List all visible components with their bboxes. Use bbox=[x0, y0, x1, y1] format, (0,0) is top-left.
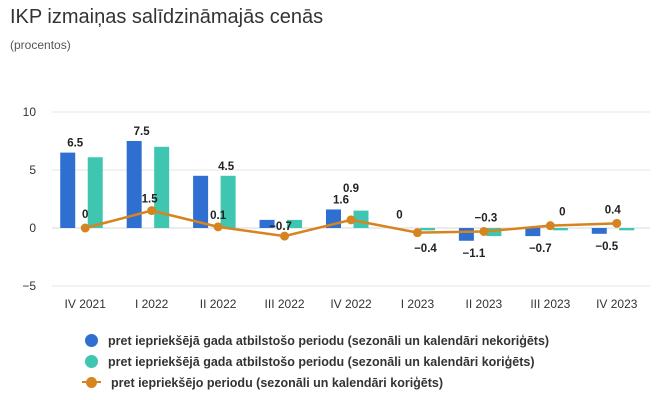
chart-title: IKP izmaiņas salīdzināmajās cenās bbox=[10, 6, 324, 28]
chart-subtitle: (procentos) bbox=[10, 38, 71, 52]
x-tick-label: III 2023 bbox=[530, 297, 570, 311]
chart-plot: 10 5 0 −5 IV 2021 I 2022 II 2022 III 2022 IV 202… bbox=[22, 105, 650, 311]
chart-legend: pret iepriekšējā gada atbilstošo periodu… bbox=[82, 330, 549, 393]
bar bbox=[126, 141, 142, 228]
data-label: −0.4 bbox=[414, 243, 437, 255]
bar bbox=[525, 228, 541, 237]
data-label: −0.5 bbox=[595, 241, 618, 253]
bar bbox=[287, 219, 303, 228]
data-label: 0 bbox=[396, 210, 402, 222]
line-point bbox=[346, 215, 356, 225]
x-tick-label: I 2023 bbox=[401, 297, 435, 311]
bar bbox=[154, 146, 170, 228]
line-point bbox=[280, 231, 290, 241]
data-label: 7.5 bbox=[134, 126, 151, 138]
data-label: −1.1 bbox=[463, 248, 486, 260]
data-label: −0.3 bbox=[475, 212, 498, 224]
legend-label: pret iepriekšējā gada atbilstošo periodu… bbox=[108, 333, 550, 348]
x-tick-label: III 2022 bbox=[265, 297, 305, 311]
data-label: −0.7 bbox=[529, 243, 552, 255]
legend-item-korigets[interactable]: pret iepriekšējā gada atbilstošo periodu… bbox=[82, 351, 549, 372]
data-label: 1.5 bbox=[142, 194, 159, 206]
x-tick-label: IV 2023 bbox=[596, 297, 638, 311]
bar bbox=[353, 210, 369, 228]
legend-marker-blue bbox=[85, 334, 98, 347]
line-point bbox=[80, 223, 90, 233]
bar bbox=[552, 228, 568, 231]
data-label: −0.7 bbox=[269, 221, 292, 233]
x-tick-label: II 2022 bbox=[200, 297, 237, 311]
data-label: 0.1 bbox=[210, 210, 227, 222]
x-tick-label: I 2022 bbox=[135, 297, 169, 311]
line-point bbox=[412, 228, 422, 238]
y-tick-label: 5 bbox=[29, 163, 36, 177]
legend-marker-line bbox=[82, 376, 101, 389]
bar bbox=[259, 219, 275, 228]
y-tick-label: 10 bbox=[23, 105, 37, 119]
line-point bbox=[479, 226, 489, 236]
x-tick-label: IV 2022 bbox=[330, 297, 372, 311]
data-label: 0.9 bbox=[343, 183, 359, 195]
bar bbox=[591, 228, 607, 234]
bar bbox=[87, 157, 103, 228]
bar bbox=[60, 152, 76, 228]
line-point bbox=[612, 218, 622, 228]
data-label: 0.4 bbox=[605, 204, 622, 216]
line-point bbox=[147, 206, 157, 216]
bar bbox=[193, 175, 209, 228]
legend-label: pret iepriekšējā gada atbilstošo periodu… bbox=[108, 354, 535, 369]
y-tick-label: 0 bbox=[29, 221, 36, 235]
legend-item-nekorigets[interactable]: pret iepriekšējā gada atbilstošo periodu… bbox=[82, 330, 549, 351]
bar bbox=[220, 175, 236, 228]
x-tick-label: II 2023 bbox=[466, 297, 503, 311]
line-point bbox=[213, 222, 223, 232]
x-tick-label: IV 2021 bbox=[65, 297, 107, 311]
bar bbox=[619, 228, 635, 231]
legend-marker-teal bbox=[85, 355, 98, 368]
line-point bbox=[545, 221, 555, 231]
bar bbox=[419, 228, 435, 231]
y-tick-label: −5 bbox=[22, 279, 36, 293]
bar bbox=[486, 228, 502, 237]
data-label: 4.5 bbox=[218, 161, 235, 173]
data-label: 1.6 bbox=[333, 194, 349, 206]
legend-label: pret iepriekšējo periodu (sezonāli un ka… bbox=[111, 375, 444, 390]
data-label: 6.5 bbox=[67, 138, 84, 150]
legend-item-iepr-periods[interactable]: pret iepriekšējo periodu (sezonāli un ka… bbox=[82, 372, 549, 393]
data-label: 0 bbox=[82, 209, 88, 221]
bar bbox=[458, 228, 474, 241]
data-label: 0 bbox=[559, 207, 565, 219]
